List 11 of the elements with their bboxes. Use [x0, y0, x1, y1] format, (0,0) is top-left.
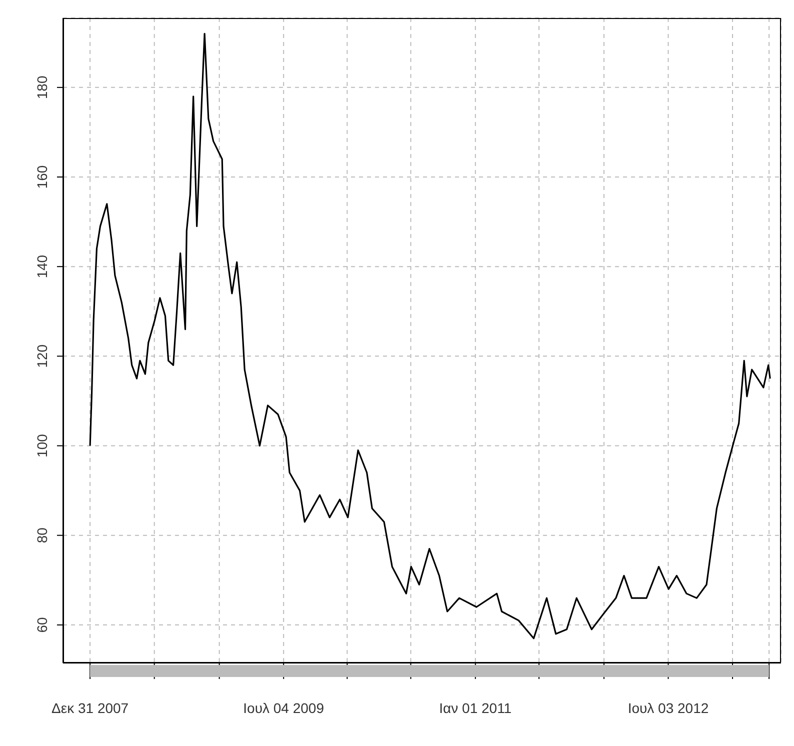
- y-tick-label: 100: [34, 434, 50, 458]
- y-tick-label: 180: [34, 76, 50, 100]
- y-tick-label: 60: [34, 616, 50, 633]
- x-tick-label: Ιουλ 03 2012: [628, 700, 709, 716]
- y-tick-label: 80: [34, 527, 50, 544]
- y-tick-label: 120: [34, 344, 50, 368]
- x-tick-label: Ιουλ 04 2009: [243, 700, 324, 716]
- x-tick-label: Δεκ 31 2007: [52, 700, 129, 716]
- x-tick-label: Ιαν 01 2011: [439, 700, 512, 716]
- y-tick-label: 140: [34, 254, 50, 278]
- y-tick-label: 160: [34, 165, 50, 189]
